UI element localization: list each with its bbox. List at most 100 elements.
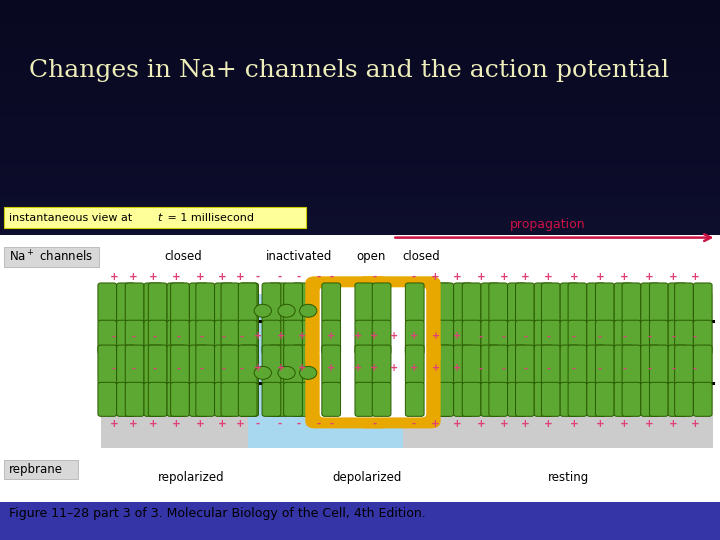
FancyBboxPatch shape: [221, 320, 240, 354]
FancyBboxPatch shape: [432, 320, 451, 354]
Text: -: -: [131, 363, 135, 373]
FancyBboxPatch shape: [454, 320, 472, 354]
Text: -: -: [297, 272, 301, 282]
Text: -: -: [239, 363, 243, 373]
Text: -: -: [647, 363, 652, 373]
FancyBboxPatch shape: [314, 382, 333, 416]
FancyBboxPatch shape: [322, 345, 341, 384]
FancyBboxPatch shape: [238, 382, 257, 416]
Bar: [0, 129, 720, 133]
Text: -: -: [239, 332, 243, 341]
FancyBboxPatch shape: [215, 345, 233, 384]
Bar: [0, 16, 720, 19]
Text: +: +: [431, 419, 440, 429]
FancyBboxPatch shape: [489, 320, 508, 354]
Text: +: +: [521, 272, 530, 282]
Circle shape: [254, 366, 271, 379]
Text: +: +: [370, 332, 379, 341]
Text: +: +: [544, 419, 553, 429]
Text: +: +: [410, 363, 418, 373]
Bar: [0, 231, 720, 235]
Bar: [0, 35, 720, 39]
FancyBboxPatch shape: [240, 283, 258, 322]
FancyBboxPatch shape: [675, 283, 693, 322]
FancyBboxPatch shape: [432, 345, 451, 384]
FancyBboxPatch shape: [240, 382, 258, 416]
FancyBboxPatch shape: [262, 345, 281, 384]
FancyBboxPatch shape: [432, 283, 451, 322]
Text: -: -: [317, 272, 321, 282]
Bar: [0, 106, 720, 110]
Bar: [248, 294, 403, 448]
Text: -: -: [153, 363, 157, 373]
FancyBboxPatch shape: [171, 382, 189, 416]
Text: +: +: [253, 332, 262, 341]
Text: +: +: [431, 363, 440, 373]
FancyBboxPatch shape: [595, 320, 614, 354]
Text: -: -: [572, 363, 576, 373]
Text: +: +: [327, 332, 336, 341]
FancyBboxPatch shape: [405, 283, 424, 322]
FancyBboxPatch shape: [148, 345, 167, 384]
FancyBboxPatch shape: [215, 283, 233, 322]
Text: +: +: [477, 272, 485, 282]
Bar: [0, 200, 720, 204]
FancyBboxPatch shape: [292, 320, 311, 354]
Bar: [0, 4, 720, 8]
Text: +: +: [500, 419, 508, 429]
Text: -: -: [546, 332, 551, 341]
FancyBboxPatch shape: [167, 382, 186, 416]
FancyBboxPatch shape: [240, 320, 258, 354]
Text: +: +: [354, 363, 363, 373]
FancyBboxPatch shape: [568, 382, 587, 416]
Text: -: -: [329, 419, 333, 429]
FancyBboxPatch shape: [314, 283, 333, 322]
FancyBboxPatch shape: [413, 283, 432, 322]
Text: -: -: [572, 332, 576, 341]
FancyBboxPatch shape: [262, 283, 281, 322]
FancyBboxPatch shape: [196, 320, 215, 354]
FancyBboxPatch shape: [370, 349, 426, 417]
FancyBboxPatch shape: [117, 382, 135, 416]
Text: -: -: [256, 419, 260, 429]
FancyBboxPatch shape: [320, 349, 376, 417]
Bar: [0, 153, 720, 157]
FancyBboxPatch shape: [125, 320, 144, 354]
FancyBboxPatch shape: [355, 283, 374, 322]
FancyBboxPatch shape: [148, 283, 167, 322]
FancyBboxPatch shape: [454, 345, 472, 384]
FancyBboxPatch shape: [405, 320, 424, 354]
Text: -: -: [131, 332, 135, 341]
Text: -: -: [372, 272, 377, 282]
FancyBboxPatch shape: [489, 283, 508, 322]
FancyBboxPatch shape: [462, 382, 481, 416]
FancyBboxPatch shape: [516, 382, 534, 416]
Text: +: +: [431, 272, 440, 282]
Bar: [0, 125, 720, 129]
FancyBboxPatch shape: [314, 320, 333, 354]
FancyBboxPatch shape: [355, 320, 374, 354]
Text: +: +: [109, 419, 118, 429]
FancyBboxPatch shape: [649, 382, 668, 416]
Bar: [0, 23, 720, 28]
Bar: [0, 188, 720, 192]
Text: +: +: [620, 272, 629, 282]
FancyBboxPatch shape: [481, 283, 500, 322]
Bar: [0, 137, 720, 141]
Text: -: -: [546, 363, 551, 373]
FancyBboxPatch shape: [238, 320, 257, 354]
FancyBboxPatch shape: [508, 320, 526, 354]
Text: -: -: [221, 332, 225, 341]
FancyBboxPatch shape: [622, 382, 641, 416]
Bar: [0, 149, 720, 153]
FancyBboxPatch shape: [372, 382, 391, 416]
FancyBboxPatch shape: [322, 382, 341, 416]
FancyBboxPatch shape: [98, 283, 117, 322]
FancyBboxPatch shape: [435, 283, 454, 322]
FancyBboxPatch shape: [541, 283, 560, 322]
FancyBboxPatch shape: [356, 339, 440, 428]
Bar: [0, 502, 720, 540]
Text: closed: closed: [402, 250, 440, 263]
FancyBboxPatch shape: [614, 283, 633, 322]
Bar: [0, 227, 720, 231]
